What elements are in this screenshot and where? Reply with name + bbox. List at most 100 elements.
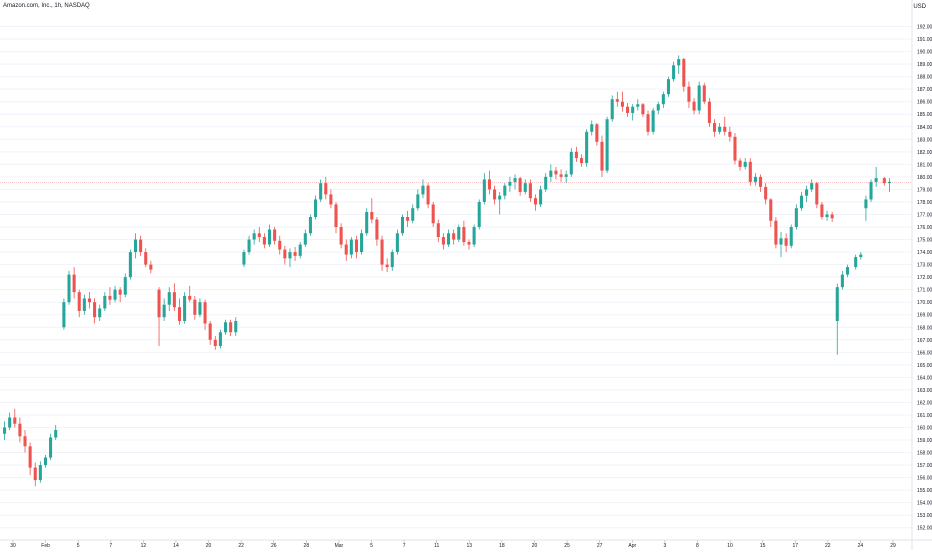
candle[interactable]	[579, 154, 584, 167]
candle[interactable]	[854, 254, 858, 270]
candle[interactable]	[559, 169, 563, 182]
candle[interactable]	[874, 166, 878, 187]
candle[interactable]	[354, 235, 358, 259]
candle[interactable]	[406, 210, 410, 228]
candle[interactable]	[208, 320, 212, 345]
candle[interactable]	[426, 183, 430, 209]
candle[interactable]	[77, 289, 81, 318]
candle[interactable]	[687, 81, 691, 108]
candle[interactable]	[626, 102, 630, 117]
candle[interactable]	[759, 174, 763, 192]
candle[interactable]	[118, 287, 122, 303]
candle[interactable]	[503, 183, 507, 200]
candle[interactable]	[697, 81, 701, 115]
candle[interactable]	[482, 173, 486, 205]
candle[interactable]	[421, 179, 425, 199]
candle[interactable]	[815, 181, 819, 209]
candle[interactable]	[43, 455, 48, 468]
candle[interactable]	[293, 247, 297, 261]
candle[interactable]	[692, 97, 696, 115]
candle[interactable]	[677, 55, 681, 75]
candle[interactable]	[400, 214, 405, 236]
candle[interactable]	[149, 260, 153, 274]
candle[interactable]	[203, 299, 207, 330]
candle[interactable]	[789, 224, 793, 249]
candle[interactable]	[416, 189, 420, 211]
candle[interactable]	[564, 170, 568, 184]
candle[interactable]	[784, 233, 788, 253]
candle[interactable]	[3, 421, 7, 441]
candle[interactable]	[682, 57, 686, 92]
candle[interactable]	[375, 216, 379, 246]
candle[interactable]	[177, 298, 182, 325]
candle[interactable]	[493, 185, 497, 205]
candle[interactable]	[656, 101, 660, 115]
candle[interactable]	[646, 110, 650, 136]
candle[interactable]	[508, 176, 512, 192]
candle[interactable]	[23, 430, 27, 453]
candle[interactable]	[794, 204, 798, 230]
candle[interactable]	[733, 133, 737, 165]
candle[interactable]	[218, 329, 222, 349]
candle[interactable]	[349, 237, 353, 259]
candle[interactable]	[38, 461, 42, 483]
candle[interactable]	[487, 170, 491, 195]
candle[interactable]	[620, 91, 624, 112]
candle[interactable]	[113, 285, 117, 303]
candle[interactable]	[234, 317, 238, 337]
candle[interactable]	[864, 195, 868, 221]
candle[interactable]	[748, 158, 752, 186]
candle[interactable]	[303, 229, 307, 248]
candle[interactable]	[457, 224, 461, 243]
candle[interactable]	[869, 179, 873, 202]
candle[interactable]	[144, 248, 148, 268]
candle[interactable]	[447, 229, 451, 248]
candle[interactable]	[574, 146, 578, 162]
candle[interactable]	[615, 91, 619, 107]
candle[interactable]	[370, 198, 374, 224]
candle[interactable]	[365, 208, 369, 236]
candle[interactable]	[229, 319, 233, 337]
candle[interactable]	[641, 102, 645, 117]
candle[interactable]	[769, 198, 773, 228]
candle[interactable]	[523, 179, 527, 195]
candle[interactable]	[723, 116, 727, 136]
candle[interactable]	[82, 294, 86, 315]
candle[interactable]	[702, 82, 706, 105]
candle[interactable]	[882, 176, 886, 186]
candle[interactable]	[308, 214, 312, 236]
candle[interactable]	[193, 295, 197, 320]
candle[interactable]	[631, 104, 635, 121]
candle[interactable]	[743, 158, 747, 170]
candle[interactable]	[411, 204, 415, 224]
candle[interactable]	[610, 95, 614, 122]
candle[interactable]	[436, 219, 440, 243]
candle[interactable]	[518, 176, 522, 196]
candle[interactable]	[513, 174, 517, 190]
candle[interactable]	[672, 61, 676, 82]
candle[interactable]	[28, 442, 32, 476]
time-axis[interactable]: 30 Feb 5 7 12 14 20 22 26 28 Mar 5 7 11 13 18 20 25 27 Apr 3…	[0, 539, 932, 549]
candle[interactable]	[462, 220, 466, 246]
candle[interactable]	[273, 227, 277, 245]
candle[interactable]	[605, 116, 609, 174]
candle[interactable]	[49, 433, 53, 461]
candle[interactable]	[539, 185, 543, 207]
candle[interactable]	[157, 287, 161, 347]
candle[interactable]	[54, 424, 58, 441]
candle[interactable]	[764, 183, 768, 205]
candle[interactable]	[661, 91, 665, 108]
candle[interactable]	[845, 264, 850, 278]
candle[interactable]	[188, 285, 192, 303]
candle[interactable]	[167, 287, 171, 311]
candle[interactable]	[830, 211, 834, 222]
candle[interactable]	[533, 194, 538, 211]
candle[interactable]	[329, 189, 333, 209]
candle[interactable]	[128, 249, 132, 280]
price-axis[interactable]: 152.00 153.00 154.00 155.00 156.00 157.00 158.…	[911, 0, 932, 550]
candle[interactable]	[569, 148, 573, 177]
candle[interactable]	[18, 417, 22, 443]
candle[interactable]	[98, 304, 102, 321]
candle[interactable]	[252, 229, 256, 245]
candle[interactable]	[774, 216, 778, 249]
